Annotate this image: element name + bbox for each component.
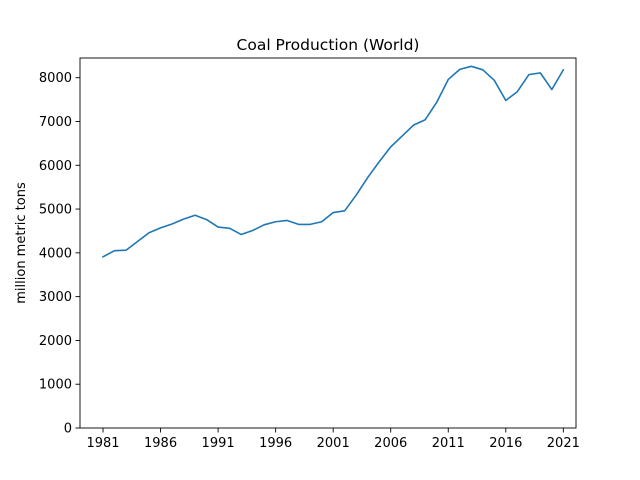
y-tick-label-8000: 8000 — [39, 71, 72, 86]
y-tick-label-7000: 7000 — [39, 115, 72, 130]
y-tick-label-0: 0 — [64, 422, 72, 437]
y-axis-label: million metric tons — [14, 182, 29, 304]
y-tick-label-1000: 1000 — [39, 378, 72, 393]
y-tick-label-4000: 4000 — [39, 246, 72, 261]
x-tick-label-1991: 1991 — [202, 436, 235, 451]
y-tick-label-2000: 2000 — [39, 334, 72, 349]
chart-title: Coal Production (World) — [237, 36, 420, 54]
x-tick-label-1981: 1981 — [86, 436, 119, 451]
y-tick-label-5000: 5000 — [39, 203, 72, 218]
y-tick-label-6000: 6000 — [39, 159, 72, 174]
y-tick-label-3000: 3000 — [39, 290, 72, 305]
x-tick-label-1986: 1986 — [144, 436, 177, 451]
axes-frame — [79, 57, 577, 429]
x-tick-label-2016: 2016 — [489, 436, 522, 451]
x-tick-label-2001: 2001 — [317, 436, 350, 451]
x-tick-label-1996: 1996 — [259, 436, 292, 451]
series-line-0 — [101, 65, 565, 258]
x-tick-label-2021: 2021 — [547, 436, 580, 451]
x-tick-label-2011: 2011 — [432, 436, 465, 451]
x-tick-label-2006: 2006 — [374, 436, 407, 451]
plot-area: 1981 1986 1991 1996 2001 2006 2011 2016 2021 0 100… — [39, 57, 580, 451]
